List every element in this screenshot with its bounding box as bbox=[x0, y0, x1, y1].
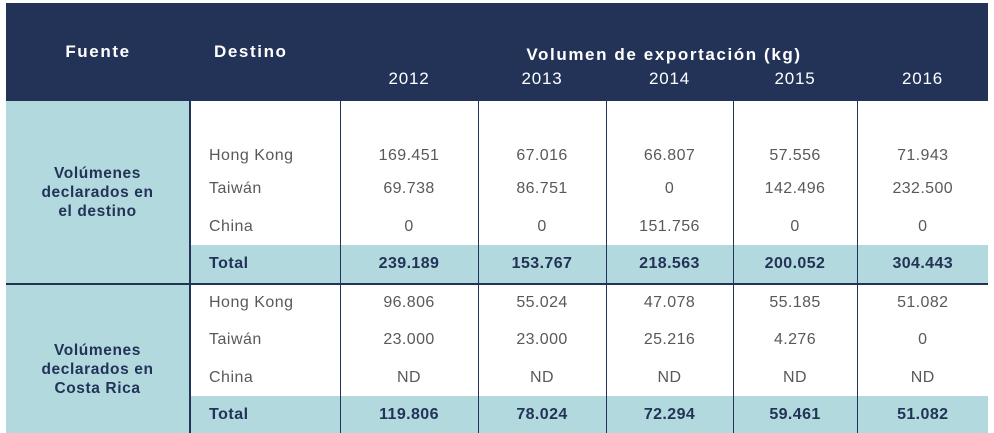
source-cell: Volúmenes declarados en Costa Rica bbox=[6, 283, 191, 433]
value-cell: ND bbox=[856, 359, 989, 396]
value-cell: 86.751 bbox=[477, 170, 606, 208]
value-cell: 96.806 bbox=[339, 283, 478, 321]
value-cell: 0 bbox=[856, 208, 989, 245]
header-year: 2016 bbox=[857, 69, 989, 101]
total-value: 51.082 bbox=[856, 396, 989, 433]
header-year: 2013 bbox=[478, 69, 606, 101]
source-line: el destino bbox=[58, 202, 137, 220]
value-cell: 55.024 bbox=[477, 283, 606, 321]
value-cell: 0 bbox=[339, 208, 478, 245]
value-cell: 4.276 bbox=[732, 321, 857, 359]
value-cell: 67.016 bbox=[477, 101, 606, 170]
total-value: 59.461 bbox=[732, 396, 857, 433]
value-cell: 232.500 bbox=[856, 170, 989, 208]
destination-cell: Hong Kong bbox=[209, 147, 294, 164]
value-cell: ND bbox=[605, 359, 733, 396]
table-row: Volúmenes declarados en Costa Rica Hong … bbox=[6, 283, 989, 433]
header-year: 2015 bbox=[733, 69, 857, 101]
value-cell: 0 bbox=[732, 208, 857, 245]
value-cell: ND bbox=[339, 359, 478, 396]
total-value: 153.767 bbox=[477, 245, 606, 284]
total-value: 72.294 bbox=[605, 396, 733, 433]
header-year: 2012 bbox=[340, 69, 478, 101]
destination-cell: Hong Kong bbox=[190, 283, 340, 321]
value-cell: 23.000 bbox=[477, 321, 606, 359]
value-cell: 47.078 bbox=[605, 283, 733, 321]
source-line: Volúmenes bbox=[54, 164, 141, 182]
total-label: Total bbox=[190, 396, 340, 433]
value-cell: 25.216 bbox=[605, 321, 733, 359]
table-row: China 0 0 151.756 0 0 bbox=[6, 208, 989, 245]
header-volumen: Volumen de exportación (kg) bbox=[340, 3, 989, 69]
value-cell: ND bbox=[732, 359, 857, 396]
total-value: 119.806 bbox=[339, 396, 478, 433]
export-volume-table: Fuente Destino Volumen de exportación (k… bbox=[6, 3, 989, 433]
value-cell: 0 bbox=[477, 208, 606, 245]
value-cell: 71.943 bbox=[856, 101, 989, 170]
table-row: Taiwán 69.738 86.751 0 142.496 232.500 bbox=[6, 170, 989, 208]
header-destino: Destino bbox=[190, 3, 340, 101]
table-row: Taiwán 23.000 23.000 25.216 4.276 0 bbox=[6, 321, 989, 359]
value-cell: 66.807 bbox=[605, 101, 733, 170]
value-cell: 51.082 bbox=[856, 283, 989, 321]
destination-cell: China bbox=[209, 368, 254, 386]
destination-cell: Taiwán bbox=[209, 331, 262, 348]
value-cell: 57.556 bbox=[732, 101, 857, 170]
value-cell: 169.451 bbox=[339, 101, 478, 170]
source-line: Costa Rica bbox=[54, 379, 141, 397]
total-value: 78.024 bbox=[477, 396, 606, 433]
value-cell: 23.000 bbox=[339, 321, 478, 359]
value-cell: 151.756 bbox=[605, 208, 733, 245]
total-value: 218.563 bbox=[605, 245, 733, 284]
header-year: 2014 bbox=[606, 69, 733, 101]
value-cell: 0 bbox=[856, 321, 989, 359]
value-cell: 55.185 bbox=[732, 283, 857, 321]
table-row: Volúmenes declarados en el destino Hong … bbox=[6, 101, 989, 284]
header-fuente: Fuente bbox=[6, 3, 190, 101]
value-cell: 0 bbox=[605, 170, 733, 208]
total-value: 239.189 bbox=[339, 245, 478, 284]
value-cell: 142.496 bbox=[732, 170, 857, 208]
total-value: 200.052 bbox=[732, 245, 857, 284]
total-value: 304.443 bbox=[856, 245, 989, 284]
source-cell: Volúmenes declarados en el destino bbox=[6, 101, 191, 284]
destination-cell: China bbox=[209, 217, 254, 235]
value-cell: ND bbox=[477, 359, 606, 396]
total-label: Total bbox=[190, 245, 340, 284]
source-line: declarados en bbox=[41, 183, 154, 201]
source-line: Volúmenes bbox=[54, 341, 141, 359]
value-cell: 69.738 bbox=[339, 170, 478, 208]
total-row: Total 239.189 153.767 218.563 200.052 30… bbox=[6, 245, 989, 284]
table-row: China ND ND ND ND ND bbox=[6, 359, 989, 396]
source-line: declarados en bbox=[41, 360, 154, 378]
destination-cell: Taiwán bbox=[209, 180, 262, 197]
